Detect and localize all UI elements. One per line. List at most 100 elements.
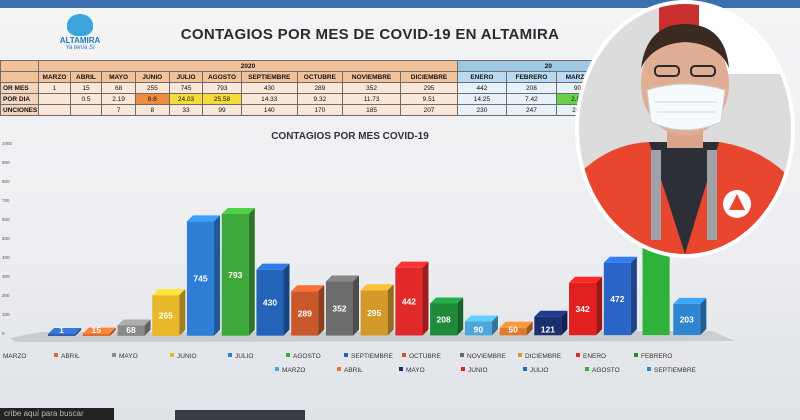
bar-top <box>256 263 290 270</box>
bar-side <box>457 297 464 336</box>
top-strip <box>0 0 800 8</box>
table-cell: 1 <box>38 82 71 94</box>
bar-front <box>291 291 319 336</box>
legend-item: JUNIO <box>461 367 488 374</box>
legend-swatch <box>460 353 464 357</box>
table-cell: 14.25 <box>456 93 508 105</box>
month-header: FEBRERO <box>506 71 557 83</box>
bar-top <box>569 276 603 283</box>
legend-swatch <box>275 367 279 371</box>
bar-front <box>221 214 249 336</box>
legend-swatch <box>344 353 348 357</box>
table-row: POR DIA 0.5 2.19 8.6 24.03 25.58 14.33 9.32 11.7… <box>0 93 640 105</box>
data-table: 2020 20 MARZO ABRIL MAYO JUNIO JULIO AGOSTO SEPT… <box>0 60 641 116</box>
bar-value-label: 430 <box>263 298 277 308</box>
bar-side <box>700 297 707 336</box>
legend-item: MAYO <box>112 353 138 360</box>
legend-swatch <box>170 353 174 357</box>
bar-front <box>673 303 701 336</box>
legend-label: ABRIL <box>344 367 363 374</box>
legend-item: ABRIL <box>54 353 80 360</box>
bar: 442 <box>395 261 429 336</box>
bar-top <box>152 289 186 296</box>
bar-top <box>82 327 116 334</box>
bar-value-label: 442 <box>402 297 416 307</box>
bar-value-label: 352 <box>332 304 346 314</box>
bar-front <box>325 281 353 336</box>
table-cell: 207 <box>400 104 458 116</box>
bar-value-label: 15 <box>92 325 102 335</box>
bar-side <box>179 289 186 336</box>
legend-label: DICIEMBRE <box>525 353 562 360</box>
bar: 430 <box>256 263 290 336</box>
legend-item: AGOSTO <box>585 367 620 374</box>
legend-label: JULIO <box>235 353 253 360</box>
bar: 793 <box>221 208 255 336</box>
legend-label: ABRIL <box>61 353 80 360</box>
legend-label: AGOSTO <box>592 367 620 374</box>
taskbar-item[interactable] <box>175 410 305 420</box>
bar-value-label: 208 <box>437 314 451 324</box>
year-row: 2020 20 <box>0 60 641 72</box>
bar-value-label: 793 <box>228 270 242 280</box>
bar: 121 <box>534 310 568 336</box>
bar-top <box>673 297 707 304</box>
y-tick-label: 700 <box>2 198 10 203</box>
legend-swatch <box>337 367 341 371</box>
bar: 472 <box>603 256 637 336</box>
altamira-logo: ALTAMIRA Ya tenía Sí <box>56 14 104 62</box>
table-cell <box>38 104 71 116</box>
legend-swatch <box>402 353 406 357</box>
bar-front <box>430 303 458 336</box>
year-corner-cell <box>0 60 40 72</box>
bar-side <box>526 321 533 336</box>
bar: 68 <box>117 319 151 336</box>
legend-label: MARZO <box>3 353 26 360</box>
month-header: AGOSTO <box>202 71 242 83</box>
year-2020-header: 2020 <box>38 60 458 72</box>
table-cell: 14.33 <box>240 93 298 105</box>
table-cell: 352 <box>341 82 402 94</box>
bar-value-label: 745 <box>193 274 207 284</box>
bar-front <box>395 267 423 336</box>
table-cell: 140 <box>240 104 298 116</box>
table-row: OR MES 1 15 68 255 745 793 430 289 352 295 442 208 90… <box>0 82 640 94</box>
bar-value-label: 1 <box>59 325 64 335</box>
legend-swatch <box>523 367 527 371</box>
table-cell: 7 <box>101 104 136 116</box>
legend-label: JULIO <box>530 367 548 374</box>
legend-swatch <box>228 353 232 357</box>
table-cell: 430 <box>240 82 298 94</box>
bar-side <box>630 256 637 336</box>
row-label: POR DIA <box>0 93 40 105</box>
table-cell: 255 <box>134 82 170 94</box>
bar-value-label: 472 <box>610 294 624 304</box>
table-cell: 0.5 <box>69 93 103 105</box>
bar-front <box>499 327 527 336</box>
bar-value-label: 342 <box>576 304 590 314</box>
bar: 15 <box>82 325 116 336</box>
bar-side <box>214 215 221 336</box>
reporter-photo <box>575 0 795 258</box>
table-cell: 2.19 <box>101 93 136 105</box>
table-cell: 8 <box>134 104 170 116</box>
y-tick-label: 0 <box>2 331 5 336</box>
legend-swatch <box>576 353 580 357</box>
table-cell <box>38 93 71 105</box>
bar: 208 <box>430 297 464 336</box>
month-header: ENERO <box>456 71 508 83</box>
table-cell: 24.03 <box>168 93 204 105</box>
bar-front <box>152 295 180 336</box>
legend-item: DICIEMBRE <box>518 353 562 360</box>
legend-label: SEPTIEMBRE <box>351 353 394 360</box>
month-header: JUNIO <box>134 71 170 83</box>
legend-label: JUNIO <box>177 353 197 360</box>
legend-swatch <box>585 367 589 371</box>
taskbar-search[interactable]: cribe aquí para buscar <box>0 408 114 420</box>
table-cell: 208 <box>506 82 557 94</box>
page-title: CONTAGIOS POR MES DE COVID-19 EN ALTAMIR… <box>180 26 560 43</box>
legend-item: ENERO <box>576 353 606 360</box>
logo-tagline: Ya tenía Sí <box>65 45 95 51</box>
table-cell: 99 <box>202 104 242 116</box>
legend-swatch <box>286 353 290 357</box>
